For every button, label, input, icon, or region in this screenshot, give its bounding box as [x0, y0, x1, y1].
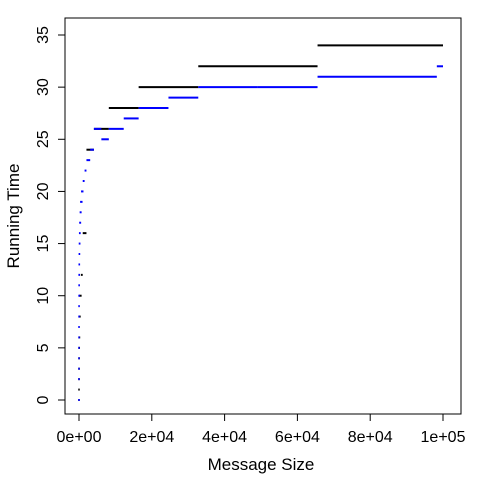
x-tick-label: 0e+00	[57, 429, 102, 446]
y-axis: 0 5 10 15 20 25 30 35	[35, 26, 66, 404]
y-tick-label: 35	[35, 26, 52, 44]
x-tick-label: 6e+04	[275, 429, 320, 446]
y-tick-label: 15	[35, 235, 52, 253]
x-tick-label: 4e+04	[202, 429, 247, 446]
x-axis: 0e+00 2e+04 4e+04 6e+04 8e+04 1e+05	[57, 413, 466, 446]
y-tick-label: 20	[35, 182, 52, 200]
y-tick-label: 10	[35, 287, 52, 305]
series-1	[78, 65, 443, 401]
y-tick-label: 5	[35, 343, 52, 352]
x-tick-label: 1e+05	[421, 429, 466, 446]
x-tick-label: 8e+04	[348, 429, 393, 446]
y-tick-label: 0	[35, 395, 52, 404]
series-0	[78, 44, 443, 401]
series-layer	[78, 44, 443, 401]
y-tick-label: 30	[35, 78, 52, 96]
y-tick-label: 25	[35, 130, 52, 148]
x-tick-label: 2e+04	[129, 429, 174, 446]
y-axis-title: Running Time	[4, 164, 23, 269]
x-axis-title: Message Size	[208, 455, 315, 474]
